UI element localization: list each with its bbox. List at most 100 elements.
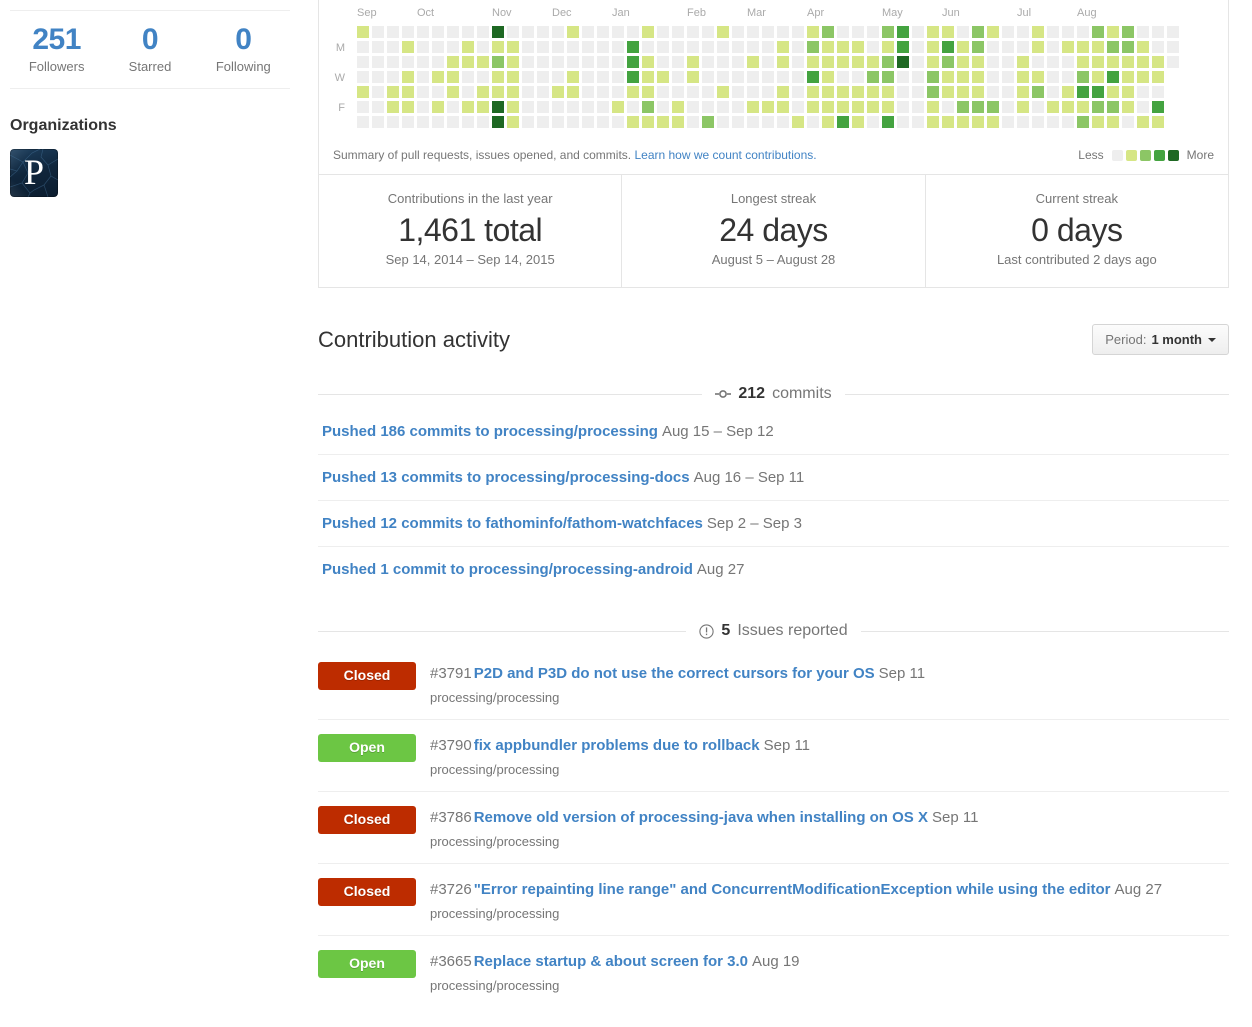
contribution-day-cell[interactable] — [912, 71, 924, 83]
contribution-day-cell[interactable] — [1062, 101, 1074, 113]
contribution-day-cell[interactable] — [702, 56, 714, 68]
contribution-day-cell[interactable] — [582, 116, 594, 128]
contribution-day-cell[interactable] — [852, 101, 864, 113]
contribution-day-cell[interactable] — [732, 26, 744, 38]
contribution-day-cell[interactable] — [642, 101, 654, 113]
contribution-day-cell[interactable] — [792, 26, 804, 38]
contribution-day-cell[interactable] — [477, 71, 489, 83]
contribution-day-cell[interactable] — [672, 86, 684, 98]
contribution-day-cell[interactable] — [462, 26, 474, 38]
contribution-day-cell[interactable] — [747, 86, 759, 98]
contribution-day-cell[interactable] — [507, 41, 519, 53]
contribution-day-cell[interactable] — [537, 26, 549, 38]
contribution-day-cell[interactable] — [612, 116, 624, 128]
contribution-day-cell[interactable] — [402, 56, 414, 68]
contribution-day-cell[interactable] — [702, 101, 714, 113]
contribution-day-cell[interactable] — [747, 71, 759, 83]
contribution-day-cell[interactable] — [1077, 101, 1089, 113]
contribution-day-cell[interactable] — [777, 101, 789, 113]
contribution-day-cell[interactable] — [432, 41, 444, 53]
contribution-day-cell[interactable] — [1137, 56, 1149, 68]
contribution-day-cell[interactable] — [657, 71, 669, 83]
contribution-day-cell[interactable] — [972, 26, 984, 38]
contribution-day-cell[interactable] — [927, 116, 939, 128]
contribution-day-cell[interactable] — [417, 41, 429, 53]
contribution-day-cell[interactable] — [807, 116, 819, 128]
contribution-day-cell[interactable] — [1002, 86, 1014, 98]
contribution-day-cell[interactable] — [807, 56, 819, 68]
contribution-day-cell[interactable] — [732, 101, 744, 113]
contribution-day-cell[interactable] — [1062, 41, 1074, 53]
contribution-day-cell[interactable] — [1002, 41, 1014, 53]
contribution-day-cell[interactable] — [1002, 101, 1014, 113]
contribution-day-cell[interactable] — [987, 71, 999, 83]
contribution-day-cell[interactable] — [897, 56, 909, 68]
contribution-day-cell[interactable] — [657, 26, 669, 38]
contribution-day-cell[interactable] — [1167, 56, 1179, 68]
contribution-day-cell[interactable] — [1032, 116, 1044, 128]
contribution-day-cell[interactable] — [642, 116, 654, 128]
contribution-day-cell[interactable] — [957, 71, 969, 83]
contribution-day-cell[interactable] — [612, 56, 624, 68]
contribution-day-cell[interactable] — [777, 41, 789, 53]
contribution-day-cell[interactable] — [747, 41, 759, 53]
contribution-day-cell[interactable] — [972, 41, 984, 53]
contribution-day-cell[interactable] — [897, 86, 909, 98]
contribution-day-cell[interactable] — [417, 86, 429, 98]
contribution-day-cell[interactable] — [1047, 56, 1059, 68]
contribution-day-cell[interactable] — [357, 41, 369, 53]
contribution-day-cell[interactable] — [852, 116, 864, 128]
issue-title-link[interactable]: P2D and P3D do not use the correct curso… — [473, 665, 875, 682]
contribution-day-cell[interactable] — [1122, 26, 1134, 38]
contribution-day-cell[interactable] — [807, 41, 819, 53]
contribution-day-cell[interactable] — [1107, 86, 1119, 98]
contribution-day-cell[interactable] — [762, 86, 774, 98]
contribution-day-cell[interactable] — [897, 26, 909, 38]
contribution-day-cell[interactable] — [477, 86, 489, 98]
contribution-day-cell[interactable] — [657, 116, 669, 128]
contribution-day-cell[interactable] — [1107, 101, 1119, 113]
contribution-day-cell[interactable] — [732, 116, 744, 128]
contribution-day-cell[interactable] — [837, 26, 849, 38]
contribution-day-cell[interactable] — [822, 116, 834, 128]
contribution-day-cell[interactable] — [762, 71, 774, 83]
contribution-day-cell[interactable] — [432, 71, 444, 83]
contribution-day-cell[interactable] — [537, 41, 549, 53]
contribution-day-cell[interactable] — [687, 26, 699, 38]
contribution-day-cell[interactable] — [1032, 26, 1044, 38]
contribution-day-cell[interactable] — [867, 101, 879, 113]
contribution-day-cell[interactable] — [1107, 116, 1119, 128]
contribution-day-cell[interactable] — [387, 56, 399, 68]
contribution-day-cell[interactable] — [972, 86, 984, 98]
contribution-day-cell[interactable] — [477, 26, 489, 38]
contribution-day-cell[interactable] — [1092, 71, 1104, 83]
contribution-day-cell[interactable] — [657, 101, 669, 113]
contribution-day-cell[interactable] — [582, 41, 594, 53]
contribution-day-cell[interactable] — [522, 56, 534, 68]
issue-repository[interactable]: processing/processing — [430, 978, 560, 993]
contribution-day-cell[interactable] — [1017, 116, 1029, 128]
contribution-day-cell[interactable] — [537, 56, 549, 68]
contribution-day-cell[interactable] — [507, 101, 519, 113]
contribution-day-cell[interactable] — [747, 116, 759, 128]
contribution-day-cell[interactable] — [927, 101, 939, 113]
contribution-day-cell[interactable] — [837, 86, 849, 98]
contribution-day-cell[interactable] — [1077, 86, 1089, 98]
contribution-day-cell[interactable] — [627, 86, 639, 98]
contribution-day-cell[interactable] — [687, 116, 699, 128]
contribution-day-cell[interactable] — [417, 116, 429, 128]
contribution-day-cell[interactable] — [717, 26, 729, 38]
contribution-day-cell[interactable] — [627, 101, 639, 113]
contribution-day-cell[interactable] — [642, 56, 654, 68]
contribution-day-cell[interactable] — [1092, 86, 1104, 98]
contribution-day-cell[interactable] — [702, 116, 714, 128]
contribution-day-cell[interactable] — [357, 86, 369, 98]
contribution-day-cell[interactable] — [927, 86, 939, 98]
contribution-day-cell[interactable] — [1062, 86, 1074, 98]
contribution-day-cell[interactable] — [492, 26, 504, 38]
contribution-day-cell[interactable] — [1107, 41, 1119, 53]
contribution-day-cell[interactable] — [1062, 71, 1074, 83]
contribution-day-cell[interactable] — [732, 86, 744, 98]
contribution-day-cell[interactable] — [1122, 116, 1134, 128]
contribution-day-cell[interactable] — [837, 41, 849, 53]
